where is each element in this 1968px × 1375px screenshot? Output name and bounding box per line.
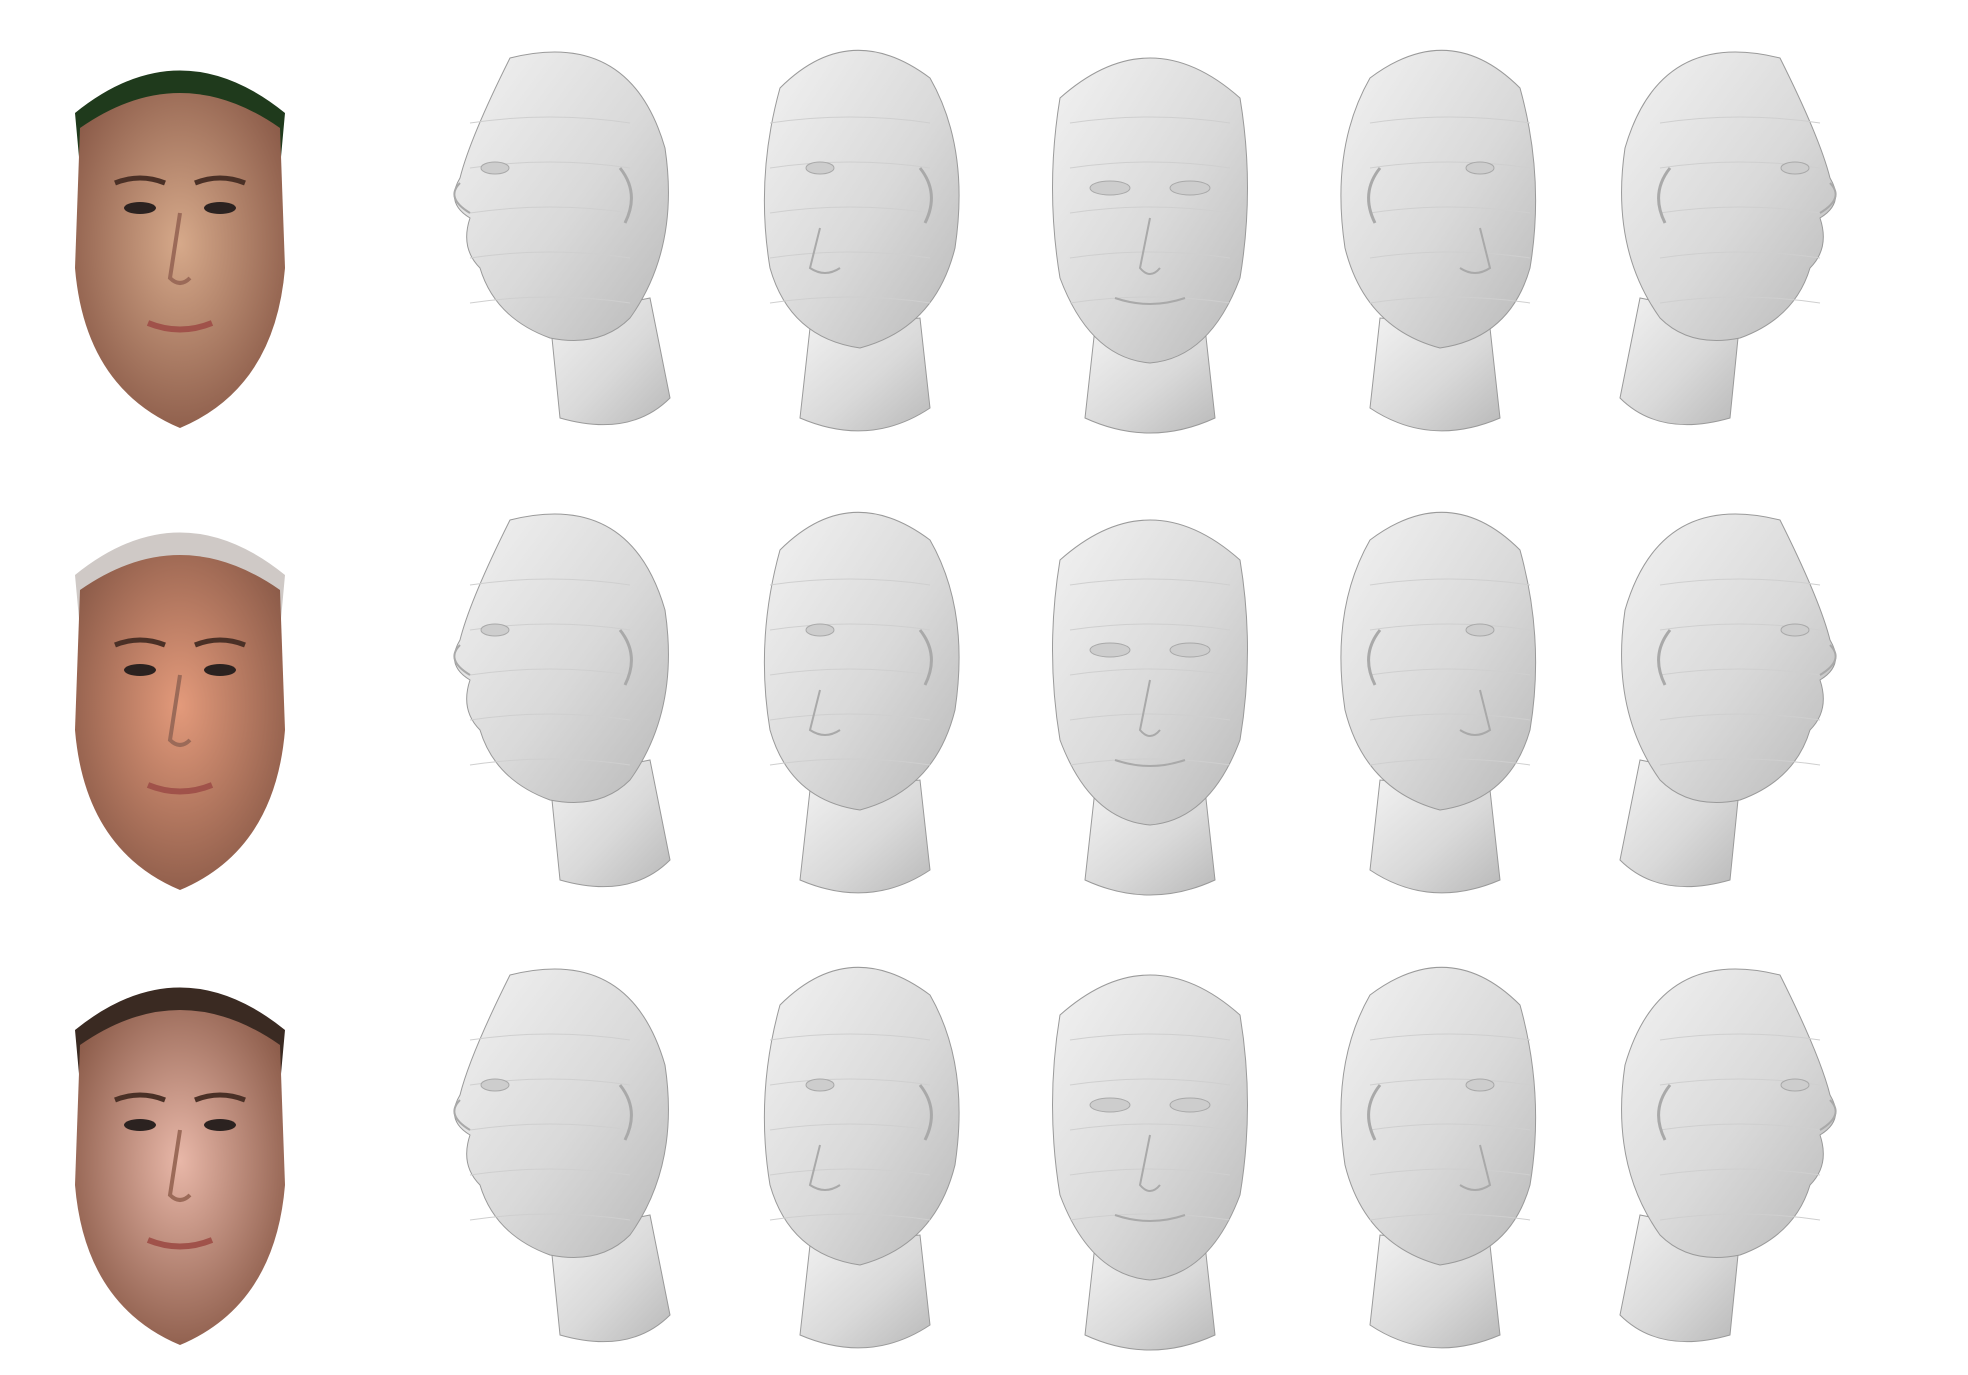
mesh-nose (808, 227, 841, 274)
mesh-right-profile (1590, 18, 1890, 458)
mesh-ear (918, 629, 933, 686)
face-photo (75, 1010, 285, 1345)
subject-photo (30, 18, 330, 458)
mesh-head (1621, 513, 1837, 803)
mesh-head (1340, 511, 1537, 811)
mesh-left-three-quarter (700, 18, 1000, 458)
mouth (146, 1237, 214, 1250)
mesh-nose (453, 644, 471, 676)
mesh-ear (918, 1084, 933, 1141)
mesh-nose (1138, 217, 1161, 275)
mesh-head (1621, 51, 1837, 341)
mesh-neck (1369, 317, 1501, 432)
mesh-right-three-quarter (1300, 480, 1600, 920)
mesh-head (763, 49, 960, 349)
mesh-ear (618, 167, 633, 224)
mesh-nose (1459, 689, 1492, 736)
mesh-head (1052, 519, 1248, 826)
mesh-nose (808, 1144, 841, 1191)
mesh-head (763, 511, 960, 811)
mesh-nose (1459, 1144, 1492, 1191)
mesh-head (453, 968, 669, 1258)
mesh-left-profile (400, 935, 700, 1375)
mesh-head (1052, 974, 1248, 1281)
mesh-frontal (1000, 935, 1300, 1375)
figure-row-subject-3 (0, 935, 1968, 1375)
mesh-left-profile (400, 18, 700, 458)
mesh-head (453, 513, 669, 803)
mesh-ear (1657, 629, 1672, 686)
mesh-neck (799, 317, 931, 432)
mesh-ear (1367, 1084, 1382, 1141)
mesh-right-three-quarter (1300, 935, 1600, 1375)
mesh-ear (1367, 629, 1382, 686)
mesh-neck (1084, 327, 1216, 434)
mesh-right-profile (1590, 480, 1890, 920)
mesh-nose (1819, 1099, 1837, 1131)
figure-row-subject-1 (0, 18, 1968, 458)
mesh-nose (808, 689, 841, 736)
face-photo (75, 555, 285, 890)
subject-photo (30, 480, 330, 920)
mesh-right-profile (1590, 935, 1890, 1375)
mesh-nose (1819, 644, 1837, 676)
mesh-ear (1657, 167, 1672, 224)
eye-left (124, 202, 156, 214)
mesh-neck (799, 779, 931, 894)
mesh-right-three-quarter (1300, 18, 1600, 458)
mesh-ear (918, 167, 933, 224)
mouth (146, 320, 214, 333)
eye-right (204, 1119, 236, 1131)
subject-photo (30, 935, 330, 1375)
mesh-ear (1657, 1084, 1672, 1141)
mesh-left-profile (400, 480, 700, 920)
figure-row-subject-2 (0, 480, 1968, 920)
mesh-ear (1367, 167, 1382, 224)
mesh-ear (618, 1084, 633, 1141)
mesh-frontal (1000, 480, 1300, 920)
mesh-neck (1369, 779, 1501, 894)
mesh-left-three-quarter (700, 935, 1000, 1375)
mesh-nose (453, 1099, 471, 1131)
mesh-neck (1084, 789, 1216, 896)
mesh-neck (1084, 1244, 1216, 1351)
mesh-head (1621, 968, 1837, 1258)
mesh-left-three-quarter (700, 480, 1000, 920)
mesh-head (1340, 49, 1537, 349)
mesh-ear (618, 629, 633, 686)
mesh-nose (1459, 227, 1492, 274)
mesh-nose (1138, 679, 1161, 737)
eye-left (124, 1119, 156, 1131)
mesh-nose (453, 182, 471, 214)
mesh-nose (1819, 182, 1837, 214)
eye-right (204, 664, 236, 676)
mesh-frontal (1000, 18, 1300, 458)
mesh-head (453, 51, 669, 341)
mesh-head (763, 966, 960, 1266)
mesh-head (1052, 57, 1248, 364)
mesh-head (1340, 966, 1537, 1266)
face-photo (75, 93, 285, 428)
mouth (146, 782, 214, 795)
mesh-nose (1138, 1134, 1161, 1192)
mesh-neck (1369, 1234, 1501, 1349)
mesh-neck (799, 1234, 931, 1349)
eye-right (204, 202, 236, 214)
eye-left (124, 664, 156, 676)
